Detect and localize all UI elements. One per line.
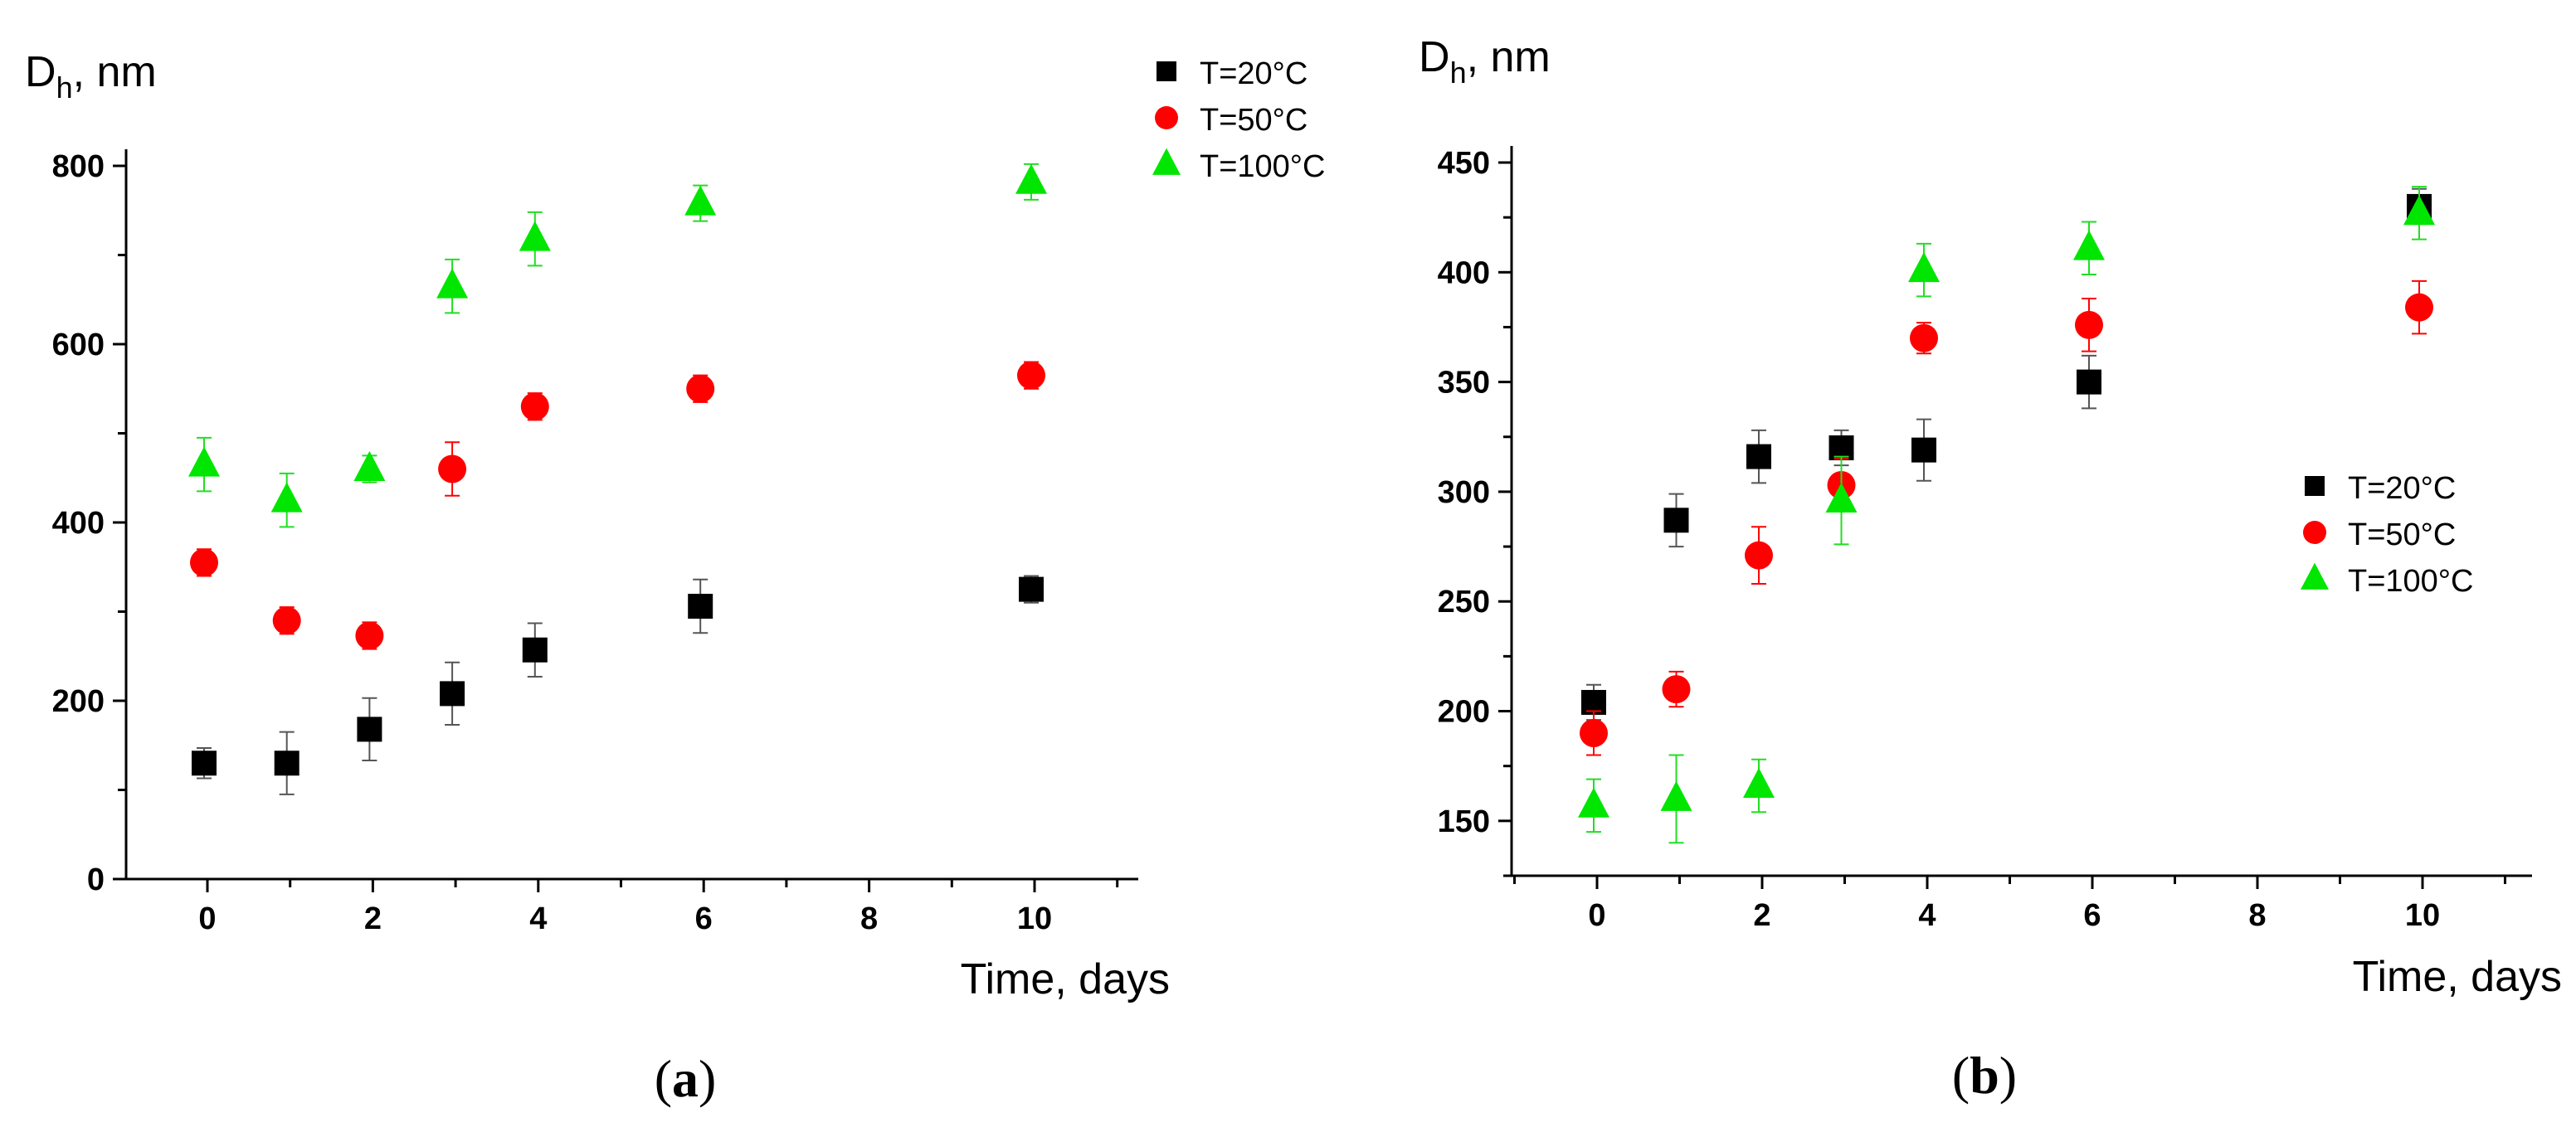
legend-marker-circle-b xyxy=(2303,521,2326,544)
data-point-square-b xyxy=(1911,437,1936,463)
data-point-circle-a xyxy=(1017,361,1045,390)
legend-label-square-b: T=20°C xyxy=(2348,471,2456,506)
x-tick-label-b: 2 xyxy=(1753,898,1770,933)
y-tick-label-b: 150 xyxy=(1438,804,1490,839)
y-tick-label-b: 350 xyxy=(1438,366,1490,401)
legend-marker-square-b xyxy=(2305,476,2325,496)
legend-label-triangle-b: T=100°C xyxy=(2348,564,2473,599)
y-axis-label-a: Dh, nm xyxy=(25,48,157,104)
data-point-triangle-b xyxy=(2403,195,2435,226)
data-point-triangle-b xyxy=(2073,230,2105,260)
y-tick-label-a: 400 xyxy=(52,506,105,541)
data-point-triangle-a xyxy=(353,450,386,481)
data-point-square-b xyxy=(1746,444,1771,469)
axes-a: 0 2 4 6 8 10 0 200 400 600 800 xyxy=(52,149,1138,936)
data-point-triangle-a xyxy=(188,446,220,477)
data-point-circle-b xyxy=(1662,675,1691,704)
data-point-circle-a xyxy=(190,548,218,577)
data-point-triangle-b xyxy=(1825,482,1858,513)
data-point-triangle-a xyxy=(436,268,469,299)
data-point-square-a xyxy=(522,637,548,663)
data-points-b xyxy=(1578,186,2435,844)
x-tick-label-a: 10 xyxy=(1017,901,1052,936)
x-tick-label-b: 8 xyxy=(2248,898,2266,933)
x-tick-label-b: 10 xyxy=(2405,898,2440,933)
data-point-square-a xyxy=(1019,576,1044,602)
x-tick-label-a: 2 xyxy=(364,901,382,936)
legend-label-circle-b: T=50°C xyxy=(2348,517,2456,552)
data-point-square-a xyxy=(274,751,299,776)
panel-b: Dh, nm 0 2 4 6 8 10 150 200 250 300 350 400 450 T=20… xyxy=(1419,33,2562,1105)
data-point-triangle-a xyxy=(1015,163,1047,194)
data-point-square-a xyxy=(357,717,382,742)
y-tick-label-b: 450 xyxy=(1438,146,1490,181)
data-point-circle-b xyxy=(1910,323,1938,352)
x-tick-label-b: 0 xyxy=(1588,898,1605,933)
data-point-square-a xyxy=(192,751,217,776)
data-point-circle-b xyxy=(1745,541,1773,570)
panel-label-b: (b) xyxy=(1952,1046,2017,1105)
legend-label-square-a: T=20°C xyxy=(1200,56,1307,91)
data-point-triangle-a xyxy=(270,482,303,513)
data-point-circle-b xyxy=(2075,310,2103,339)
data-point-square-b xyxy=(2077,369,2101,395)
data-point-triangle-b xyxy=(1660,780,1692,811)
x-axis-label-b: Time, days xyxy=(2353,953,2562,1001)
y-tick-label-b: 250 xyxy=(1438,585,1490,619)
data-point-triangle-b xyxy=(1578,787,1609,818)
y-tick-label-a: 200 xyxy=(52,684,105,719)
panel-a: Dh, nm 0 2 4 6 8 10 0 200 400 600 800 T=20°C T=50°C… xyxy=(25,48,1325,1108)
data-point-triangle-a xyxy=(684,185,717,216)
legend-marker-square-a xyxy=(1157,61,1176,81)
legend-marker-triangle-a xyxy=(1152,148,1181,175)
legend-a: T=20°C T=50°C T=100°C xyxy=(1152,56,1325,184)
x-tick-label-a: 8 xyxy=(860,901,878,936)
x-tick-label-a: 0 xyxy=(198,901,216,936)
y-tick-label-b: 400 xyxy=(1438,255,1490,290)
axes-b: 0 2 4 6 8 10 150 200 250 300 350 400 450 xyxy=(1438,146,2532,933)
x-tick-label-b: 6 xyxy=(2083,898,2101,933)
data-point-triangle-a xyxy=(519,221,551,251)
data-point-circle-a xyxy=(272,606,301,635)
data-point-triangle-b xyxy=(1743,767,1775,798)
x-tick-label-a: 4 xyxy=(529,901,547,936)
legend-marker-circle-a xyxy=(1155,106,1178,129)
x-axis-label-a: Time, days xyxy=(961,955,1170,1003)
data-point-circle-a xyxy=(686,374,715,403)
x-tick-label-b: 4 xyxy=(1918,898,1936,933)
legend-label-circle-a: T=50°C xyxy=(1200,103,1307,138)
legend-label-triangle-a: T=100°C xyxy=(1200,149,1325,184)
panel-label-a: (a) xyxy=(655,1049,717,1108)
data-point-circle-b xyxy=(2405,293,2433,322)
data-point-circle-a xyxy=(520,392,549,421)
x-tick-label-a: 6 xyxy=(695,901,713,936)
data-point-square-a xyxy=(440,681,465,707)
y-axis-label-b: Dh, nm xyxy=(1419,33,1551,90)
data-point-square-b xyxy=(1663,508,1689,533)
data-point-triangle-b xyxy=(1908,252,1940,283)
data-point-circle-b xyxy=(1580,719,1608,747)
y-tick-label-a: 800 xyxy=(52,149,105,184)
y-tick-label-b: 200 xyxy=(1438,695,1490,730)
data-point-square-a xyxy=(688,594,713,619)
y-tick-label-b: 300 xyxy=(1438,475,1490,510)
y-tick-label-a: 600 xyxy=(52,328,105,362)
data-points-a xyxy=(188,163,1047,795)
data-point-circle-a xyxy=(438,454,467,483)
legend-b: T=20°C T=50°C T=100°C xyxy=(2301,471,2473,599)
y-tick-label-a: 0 xyxy=(87,862,105,897)
legend-marker-triangle-b xyxy=(2301,562,2329,590)
data-point-circle-a xyxy=(355,621,384,650)
